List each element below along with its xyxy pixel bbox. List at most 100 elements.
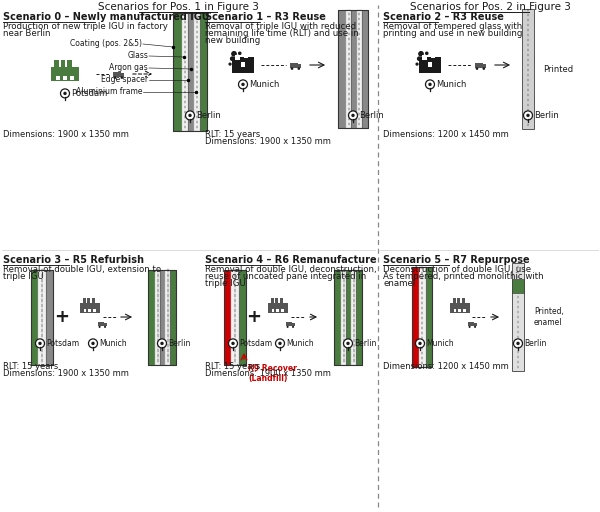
Circle shape [121, 76, 123, 79]
Circle shape [523, 111, 533, 120]
Text: new building: new building [205, 36, 260, 45]
Circle shape [160, 342, 164, 345]
Text: Munich: Munich [436, 80, 466, 89]
Text: Dimensions: 1900 x 1350 mm: Dimensions: 1900 x 1350 mm [3, 369, 129, 378]
Bar [280, 298, 283, 303]
Text: Scenario 1 – R3 Reuse: Scenario 1 – R3 Reuse [205, 12, 326, 22]
Bar [31, 269, 38, 365]
Text: Scenario 0 – Newly manufactured IGU: Scenario 0 – Newly manufactured IGU [3, 12, 209, 22]
Text: Printed: Printed [543, 65, 573, 74]
Bar [351, 10, 356, 128]
Bar [512, 279, 524, 293]
Circle shape [230, 56, 235, 61]
Bar [200, 13, 207, 131]
Circle shape [231, 342, 235, 345]
Bar [334, 269, 341, 365]
Circle shape [482, 67, 485, 70]
Bar [286, 323, 292, 327]
Text: As tempered, printed monolithic with: As tempered, printed monolithic with [383, 272, 544, 281]
Text: Dimensions: 1900 x 1350 mm: Dimensions: 1900 x 1350 mm [205, 369, 331, 378]
Circle shape [290, 67, 293, 70]
Bar [275, 298, 278, 303]
Bar [475, 63, 483, 68]
Circle shape [98, 326, 101, 328]
Circle shape [89, 339, 97, 348]
Text: Potsdam: Potsdam [46, 339, 79, 348]
Text: Dimensions: 1900 x 1350 mm: Dimensions: 1900 x 1350 mm [3, 130, 129, 139]
Bar [194, 13, 200, 131]
Circle shape [239, 80, 248, 89]
Bar [467, 323, 475, 327]
Text: Scenario 5 – R7 Repurpose: Scenario 5 – R7 Repurpose [383, 255, 530, 265]
Bar [463, 309, 466, 312]
Bar [352, 269, 356, 365]
Circle shape [157, 339, 167, 348]
Circle shape [425, 80, 434, 89]
Bar [412, 267, 432, 367]
Text: Scenario 2 – R3 Reuse: Scenario 2 – R3 Reuse [383, 12, 504, 22]
Circle shape [351, 114, 355, 117]
Text: Coating (pos. 2&5): Coating (pos. 2&5) [70, 39, 142, 49]
Circle shape [241, 83, 245, 86]
Text: Removal of double IGU, extension to: Removal of double IGU, extension to [3, 265, 161, 274]
Text: triple IGU: triple IGU [3, 272, 44, 281]
Circle shape [231, 51, 237, 57]
Bar [425, 267, 432, 367]
Circle shape [185, 111, 194, 120]
Text: Deconstruction of double IGU, use: Deconstruction of double IGU, use [383, 265, 531, 274]
Circle shape [35, 339, 44, 348]
Bar [334, 269, 362, 365]
Text: reuse of uncoated pane integrated in: reuse of uncoated pane integrated in [205, 272, 366, 281]
Text: Dimensions: 1900 x 1350 mm: Dimensions: 1900 x 1350 mm [205, 137, 331, 146]
Bar [412, 267, 419, 367]
Circle shape [38, 342, 42, 345]
Text: Berlin: Berlin [524, 339, 547, 348]
Text: Production of new triple IGU in factory: Production of new triple IGU in factory [3, 22, 168, 31]
Bar [94, 309, 96, 312]
Bar [298, 63, 301, 68]
Text: Berlin: Berlin [359, 111, 384, 120]
Text: near Berlin: near Berlin [3, 29, 50, 38]
Bar [38, 269, 46, 365]
Bar [277, 309, 280, 312]
Bar [362, 10, 368, 128]
Bar [88, 309, 91, 312]
Bar [271, 298, 274, 303]
Bar [98, 323, 104, 327]
Bar [56, 76, 59, 79]
Bar [290, 63, 298, 68]
Bar [87, 298, 90, 303]
Circle shape [415, 339, 425, 348]
Circle shape [349, 111, 358, 120]
Bar [522, 9, 534, 129]
Text: Munich: Munich [249, 80, 280, 89]
Circle shape [476, 67, 478, 70]
Text: Argon gas: Argon gas [109, 63, 148, 73]
Bar [148, 269, 176, 365]
Text: RLT: 15 years: RLT: 15 years [205, 130, 260, 139]
Bar [166, 269, 170, 365]
Bar [338, 10, 346, 128]
Bar [232, 57, 254, 73]
Bar [92, 298, 95, 303]
Bar [54, 60, 59, 67]
Bar [121, 73, 124, 76]
Text: enamel: enamel [383, 279, 415, 288]
Text: Dimensions: 1200 x 1450 mm: Dimensions: 1200 x 1450 mm [383, 130, 509, 139]
Bar [155, 269, 160, 365]
Circle shape [298, 67, 300, 70]
Text: Potsdam: Potsdam [71, 89, 107, 98]
Text: Munich: Munich [99, 339, 127, 348]
Bar [160, 269, 166, 365]
Circle shape [287, 326, 289, 328]
Text: Scenarios for Pos. 2 in Figure 3: Scenarios for Pos. 2 in Figure 3 [410, 2, 571, 12]
Bar [148, 269, 155, 365]
Text: printing and use in new building: printing and use in new building [383, 29, 523, 38]
Bar [170, 269, 176, 365]
Text: remaining life time (RLT) and use in: remaining life time (RLT) and use in [205, 29, 359, 38]
Text: +: + [55, 308, 70, 326]
Text: Removal of tempered glass with: Removal of tempered glass with [383, 22, 522, 31]
Bar [268, 303, 288, 313]
Text: Edge spacer: Edge spacer [101, 75, 148, 84]
Circle shape [275, 339, 284, 348]
